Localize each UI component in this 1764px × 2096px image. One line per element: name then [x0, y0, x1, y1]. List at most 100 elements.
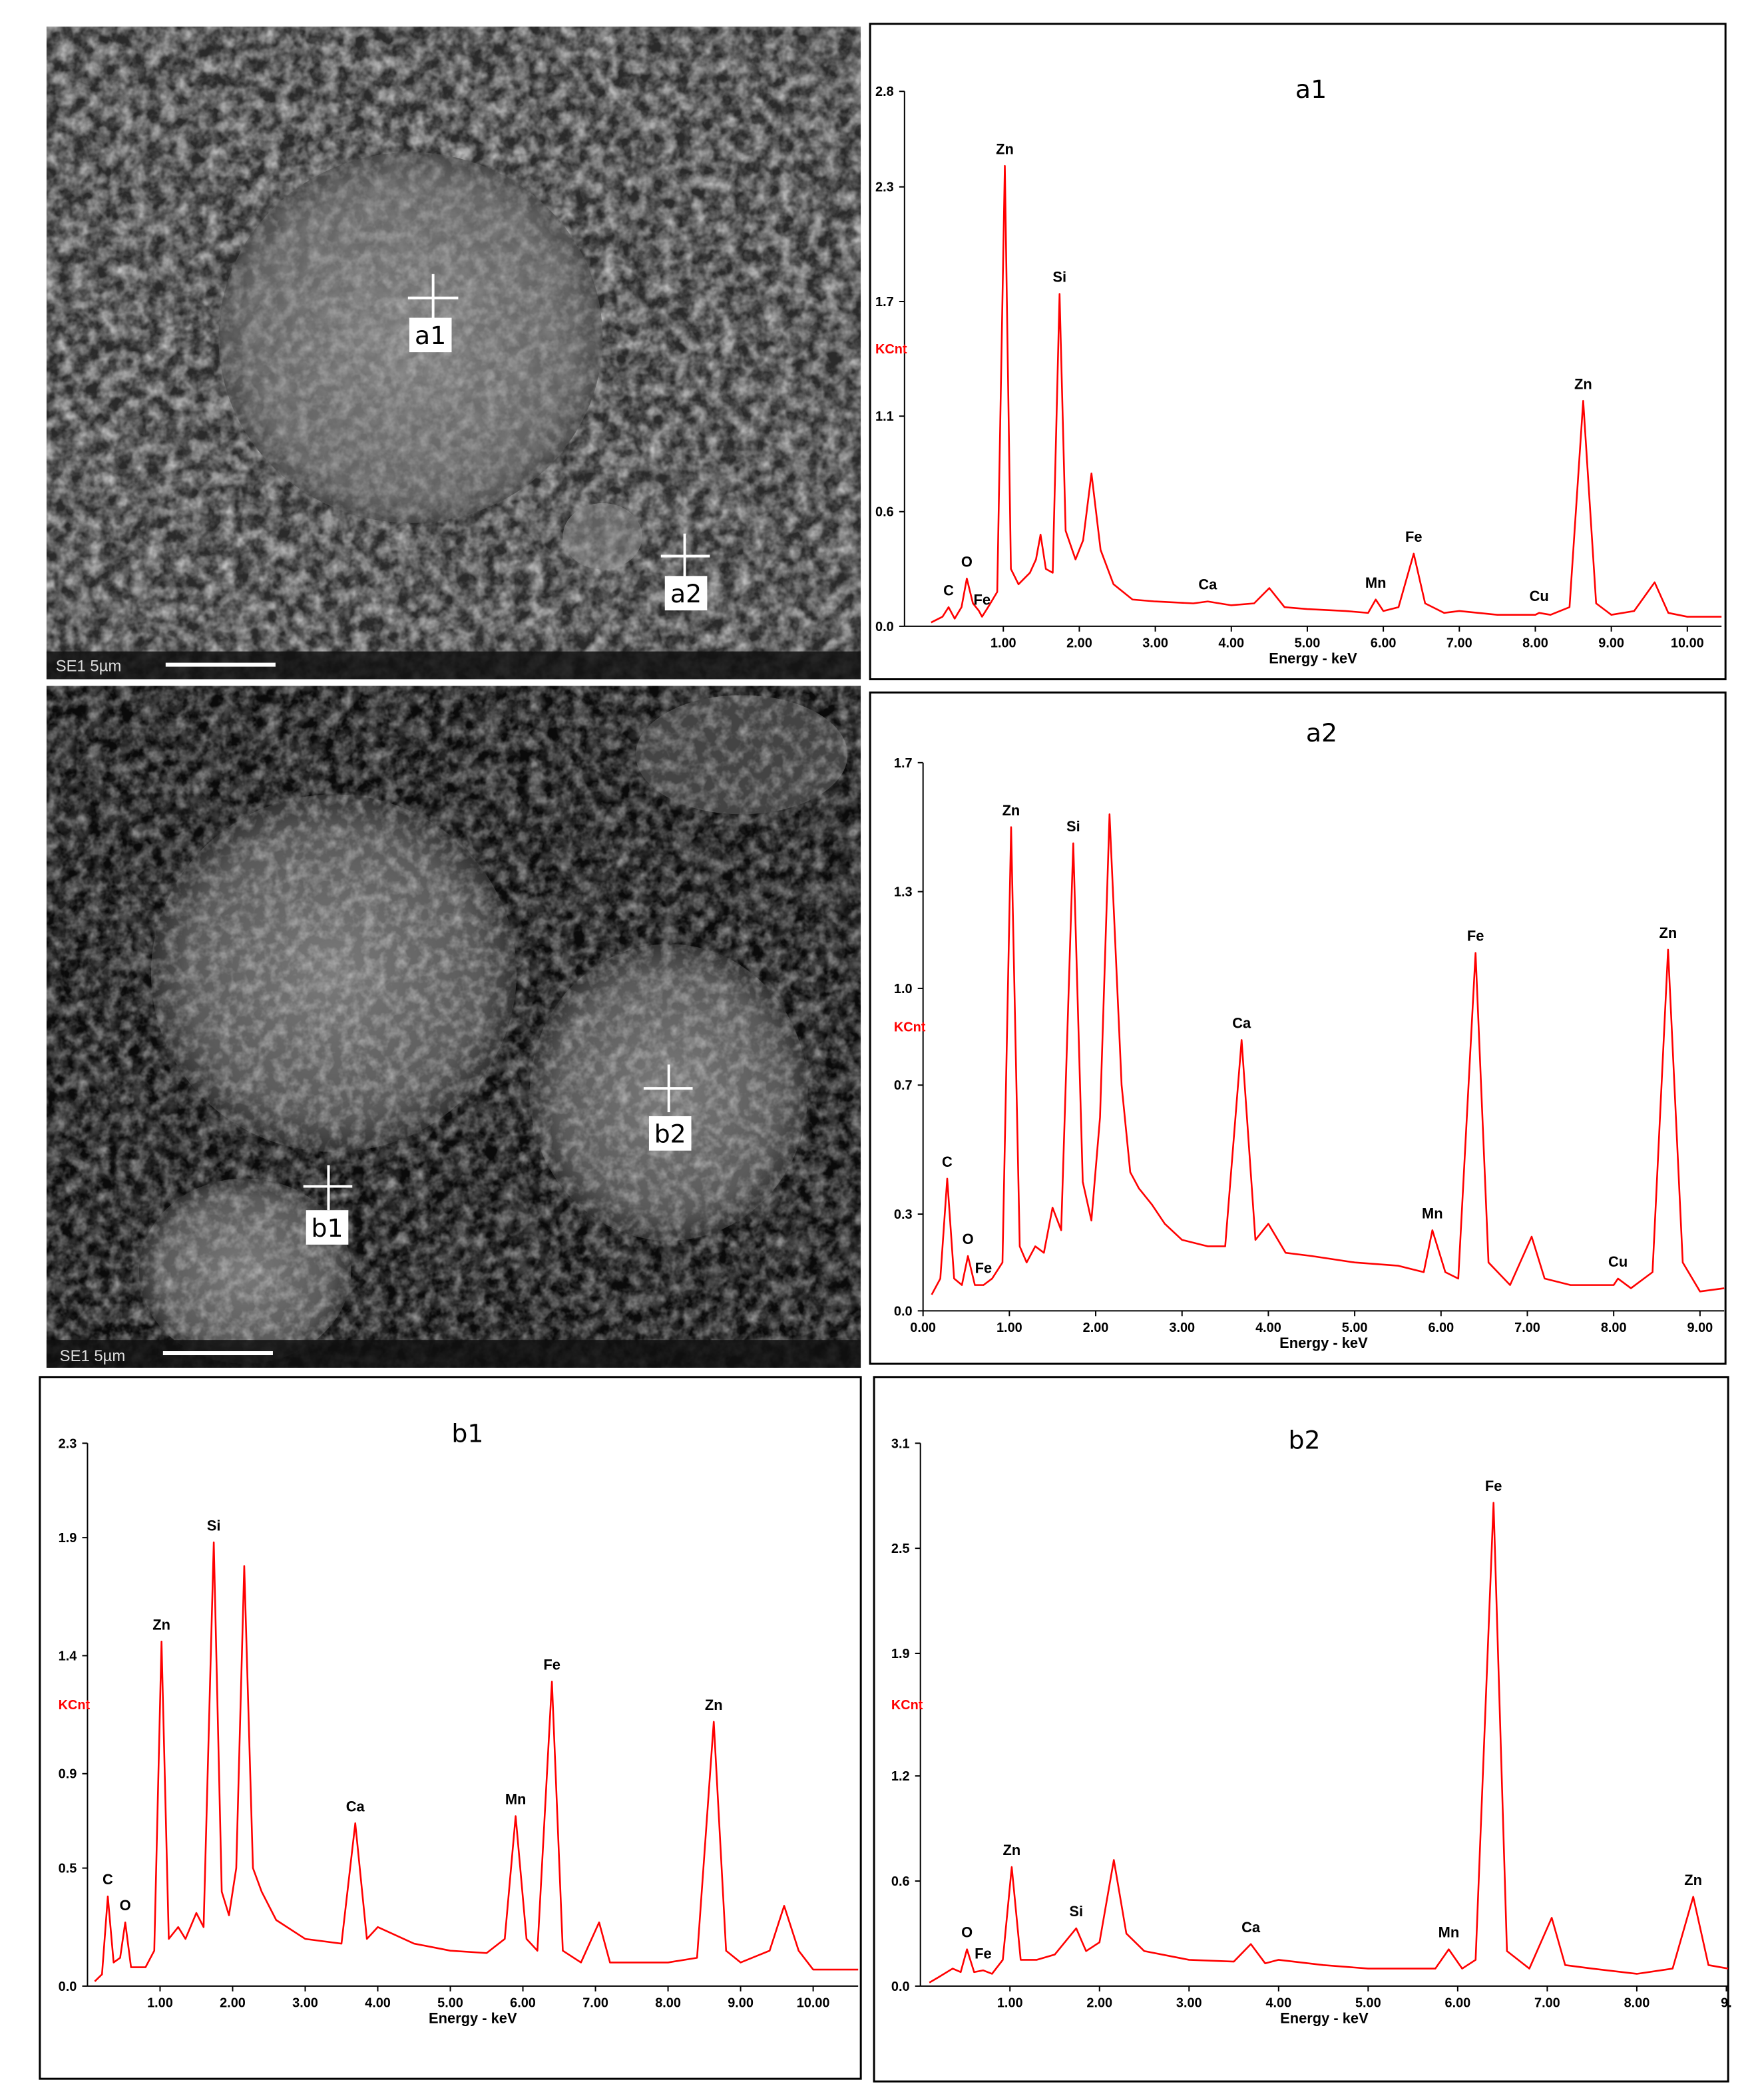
peak-label: Si: [1066, 818, 1080, 835]
y-tick-label: 0.0: [59, 1980, 77, 1994]
sem-scale-label: SE1 5µm: [56, 658, 122, 676]
x-tick-label: 6.00: [1445, 1996, 1471, 2011]
point-label: a1: [415, 321, 446, 350]
y-tick-label: 0.0: [894, 1304, 913, 1319]
x-tick-label: 5.00: [437, 1996, 463, 2011]
panel-frame: [869, 691, 1727, 1365]
peak-label: Zn: [1002, 802, 1020, 819]
x-tick-label: 4.00: [365, 1996, 391, 2011]
y-tick-label: 0.5: [59, 1862, 77, 1876]
x-tick-label: 8.00: [1601, 1321, 1627, 1335]
peak-label: Si: [207, 1517, 221, 1534]
y-tick-label: 1.4: [59, 1649, 77, 1663]
y-tick-label: 1.7: [894, 756, 913, 771]
point-label: b1: [311, 1213, 343, 1243]
x-tick-label: 3.00: [292, 1996, 318, 2011]
x-tick-label: 5.00: [1355, 1996, 1381, 2011]
x-tick-label: 10.00: [1671, 636, 1704, 651]
x-tick-label: 4.00: [1218, 636, 1244, 651]
sem-texture: [46, 686, 861, 1368]
spectrum-panel: b2 0.0 0.6 1.2 1.9 2.5 3.1 1.00 2.00 3.00 4.00 5.00…: [873, 1376, 1732, 2083]
x-axis-label: Energy - keV: [1280, 2010, 1369, 2027]
peak-label: Si: [1069, 1903, 1083, 1920]
y-tick-label: 1.9: [59, 1531, 77, 1546]
x-tick-label: 4.00: [1255, 1321, 1281, 1335]
x-tick-label: 9.00: [1687, 1321, 1713, 1335]
peak-label: Fe: [975, 1945, 992, 1962]
chart-title: b1: [451, 1418, 483, 1448]
x-tick-label: 7.00: [1446, 636, 1472, 651]
peak-label: Zn: [1684, 1872, 1702, 1888]
y-tick-label: 2.8: [875, 85, 894, 99]
y-tick-label: 1.9: [891, 1647, 910, 1661]
y-axis-label: KCnt: [59, 1698, 91, 1713]
point-label-box: [648, 1116, 692, 1151]
peak-label: Zn: [705, 1697, 723, 1713]
x-tick-label: 2.00: [220, 1996, 246, 2011]
panel-frame: [873, 1376, 1729, 2083]
point-label-box: [664, 576, 708, 611]
peak-label: Fe: [1405, 528, 1423, 545]
x-tick-label: 9.00: [1598, 636, 1624, 651]
peak-label: O: [961, 553, 973, 570]
chart-title: b2: [1289, 1425, 1321, 1454]
x-tick-label: 8.00: [1522, 636, 1548, 651]
crosshair: [407, 274, 459, 322]
y-tick-label: 1.1: [875, 409, 894, 424]
y-tick-label: 1.7: [875, 295, 894, 310]
spectrum-line: [94, 1541, 859, 1982]
x-tick-label: 6.00: [510, 1996, 536, 2011]
x-tick-label: 2.00: [1086, 1996, 1112, 2011]
y-axis-label: KCnt: [894, 1020, 926, 1034]
x-tick-label: 9.: [1721, 1996, 1732, 2011]
x-tick-label: 9.00: [728, 1996, 754, 2011]
peak-label: Mn: [1365, 574, 1387, 591]
y-tick-label: 0.0: [891, 1980, 910, 1994]
peak-label: Fe: [1485, 1478, 1502, 1494]
peak-label: Zn: [1574, 375, 1592, 392]
spectrum-line: [931, 813, 1725, 1295]
x-tick-label: 5.00: [1295, 636, 1321, 651]
spectrum-line: [929, 1502, 1729, 1984]
peak-label: O: [963, 1231, 974, 1247]
x-axis-label: Energy - keV: [429, 2010, 517, 2027]
peak-label: Si: [1052, 269, 1066, 286]
x-tick-label: 1.00: [991, 636, 1016, 651]
peak-label: Mn: [1422, 1205, 1443, 1221]
y-tick-label: 2.5: [891, 1542, 910, 1556]
x-axis-label: Energy - keV: [1269, 650, 1357, 667]
peak-label: Cu: [1608, 1253, 1628, 1270]
x-tick-label: 1.00: [997, 1996, 1023, 2011]
crosshair: [660, 533, 710, 580]
x-tick-label: 7.00: [1514, 1321, 1540, 1335]
x-tick-label: 8.00: [1624, 1996, 1650, 2011]
x-axis-label: Energy - keV: [1279, 1335, 1368, 1351]
x-tick-label: 5.00: [1342, 1321, 1368, 1335]
y-tick-label: 2.3: [875, 180, 894, 195]
peak-label: C: [942, 1153, 953, 1170]
x-tick-label: 2.00: [1066, 636, 1092, 651]
point-label: a2: [670, 579, 702, 608]
x-tick-label: 8.00: [655, 1996, 681, 2011]
sem-image: SE1 5µm b1 b2: [46, 686, 861, 1368]
sem-image: SE1 5µm a1 a2: [46, 26, 861, 680]
x-tick-label: 2.00: [1083, 1321, 1109, 1335]
y-tick-label: 0.6: [875, 505, 894, 520]
y-tick-label: 0.6: [891, 1874, 910, 1889]
peak-label: Ca: [346, 1798, 365, 1814]
x-tick-label: 3.00: [1142, 636, 1168, 651]
peak-label: Mn: [1438, 1924, 1460, 1941]
peak-label: Mn: [505, 1791, 527, 1808]
sem-texture: [46, 26, 861, 680]
peak-label: O: [120, 1897, 131, 1914]
peak-label: Fe: [974, 592, 991, 608]
y-tick-label: 0.7: [894, 1078, 913, 1093]
peak-label: Fe: [975, 1260, 992, 1277]
x-tick-label: 1.00: [996, 1321, 1022, 1335]
y-tick-label: 1.0: [894, 982, 913, 996]
x-tick-label: 6.00: [1371, 636, 1397, 651]
x-tick-label: 7.00: [582, 1996, 608, 2011]
x-tick-label: 3.00: [1169, 1321, 1195, 1335]
